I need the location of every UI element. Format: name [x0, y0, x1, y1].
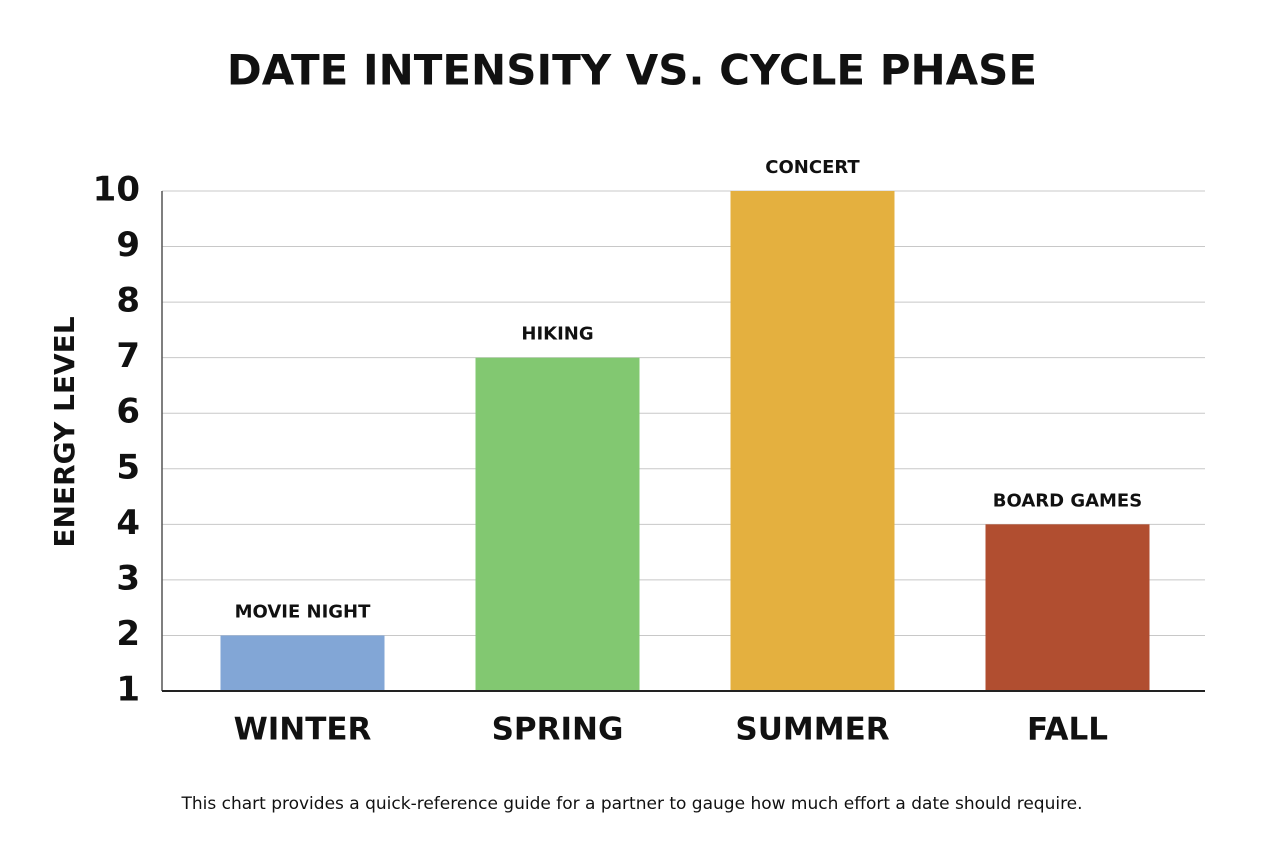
- y-axis-label: ENERGY LEVEL: [48, 316, 81, 547]
- bar-annotation: MOVIE NIGHT: [235, 601, 372, 622]
- bar-annotation: CONCERT: [765, 157, 860, 178]
- y-tick-label: 5: [116, 447, 140, 487]
- y-tick-label: 7: [116, 336, 140, 376]
- x-tick-label: WINTER: [234, 712, 372, 748]
- y-tick-label: 10: [93, 170, 140, 210]
- bar-annotation: HIKING: [521, 324, 593, 345]
- y-tick-label: 8: [116, 281, 140, 321]
- bar: [985, 524, 1150, 691]
- y-tick-label: 2: [116, 614, 140, 654]
- x-tick-label: SUMMER: [735, 712, 889, 748]
- caption: This chart provides a quick-reference gu…: [180, 794, 1082, 814]
- chart-title: DATE INTENSITY VS. CYCLE PHASE: [227, 46, 1037, 95]
- y-tick-label: 9: [116, 225, 140, 265]
- y-tick-label: 6: [116, 392, 140, 432]
- bar-annotation: BOARD GAMES: [993, 490, 1142, 511]
- y-tick-label: 3: [116, 558, 140, 598]
- y-tick-label: 1: [116, 670, 140, 710]
- bar: [475, 357, 640, 691]
- bar: [730, 191, 895, 691]
- x-tick-label: SPRING: [492, 712, 624, 748]
- bar: [220, 635, 385, 691]
- x-tick-label: FALL: [1027, 712, 1108, 748]
- y-tick-label: 4: [116, 503, 140, 543]
